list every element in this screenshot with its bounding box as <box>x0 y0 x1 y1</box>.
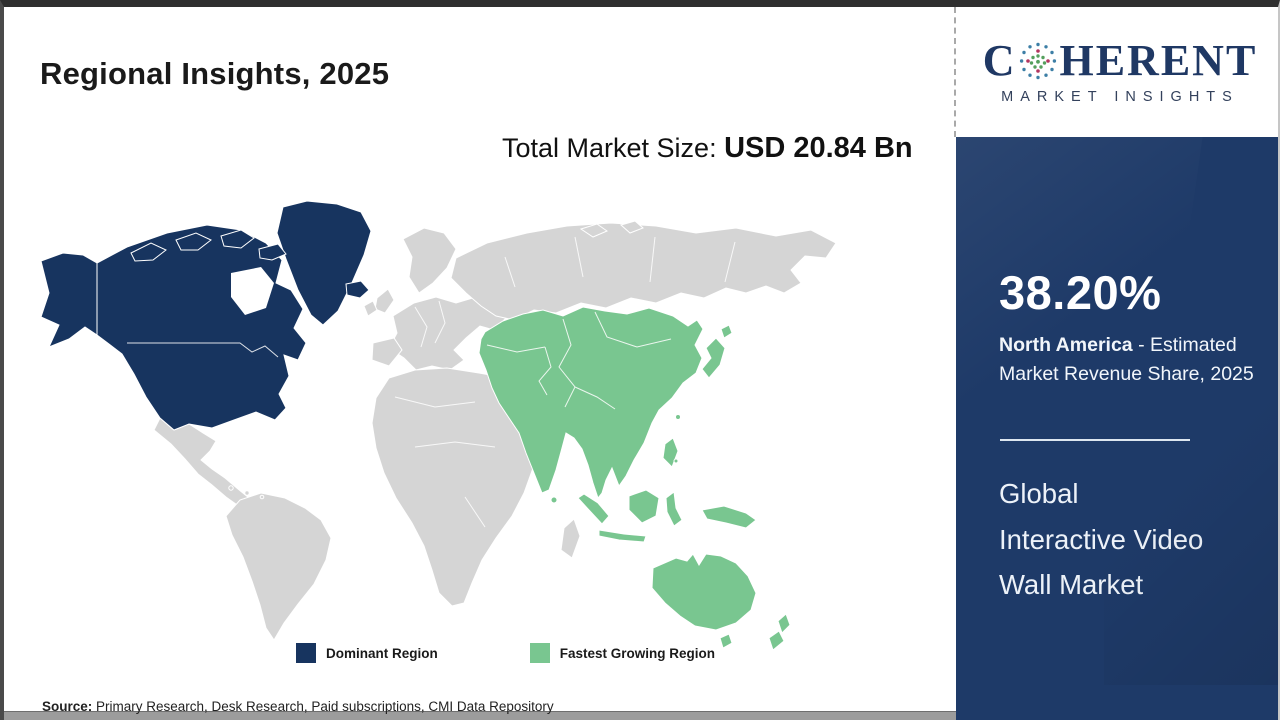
bottom-bar <box>4 711 1278 720</box>
legend-item-fastest: Fastest Growing Region <box>529 643 716 663</box>
dominant-region-swatch <box>296 643 316 663</box>
market-share-description: North America - Estimated Market Revenue… <box>999 331 1265 389</box>
source-line: Source: Primary Research, Desk Research,… <box>42 699 554 714</box>
total-market-size-value: USD 20.84 Bn <box>724 132 913 164</box>
brand-logo-area: C HERENT MARKET INSIGHTS <box>954 7 1278 137</box>
legend-item-dominant: Dominant Region <box>296 643 438 663</box>
market-name: Global Interactive Video Wall Market <box>999 478 1204 601</box>
total-market-size-label: Total Market Size: <box>502 133 725 163</box>
stats-panel: 38.20% North America - Estimated Market … <box>956 137 1278 720</box>
map-legend: Dominant Region Fastest Growing Region <box>296 643 715 663</box>
total-market-size: Total Market Size: USD 20.84 Bn <box>502 127 914 169</box>
world-map <box>35 197 909 649</box>
logo-letters-rest: HERENT <box>1059 36 1258 85</box>
dominant-region-label: Dominant Region <box>326 645 438 661</box>
world-map-svg <box>40 200 837 649</box>
panel-divider <box>1000 439 1190 441</box>
map-region-fastest-growing <box>478 306 791 649</box>
market-share-value: 38.20% <box>999 266 1162 319</box>
fastest-region-swatch <box>529 643 550 663</box>
dotted-globe-icon <box>1020 42 1057 80</box>
map-region-dominant <box>40 200 372 431</box>
source-text: Primary Research, Desk Research, Paid su… <box>92 699 554 714</box>
source-label: Source: <box>42 699 93 714</box>
map-country-borders <box>96 236 736 528</box>
fastest-region-label: Fastest Growing Region <box>559 645 716 661</box>
market-share-region: North America <box>999 334 1133 356</box>
logo-letter-c: C <box>982 36 1017 85</box>
logo-subtext: MARKET INSIGHTS <box>1001 89 1239 105</box>
coherent-logo: C HERENT <box>983 39 1258 83</box>
page-title: Regional Insights, 2025 <box>40 55 390 91</box>
map-hudson-bay <box>231 267 274 315</box>
